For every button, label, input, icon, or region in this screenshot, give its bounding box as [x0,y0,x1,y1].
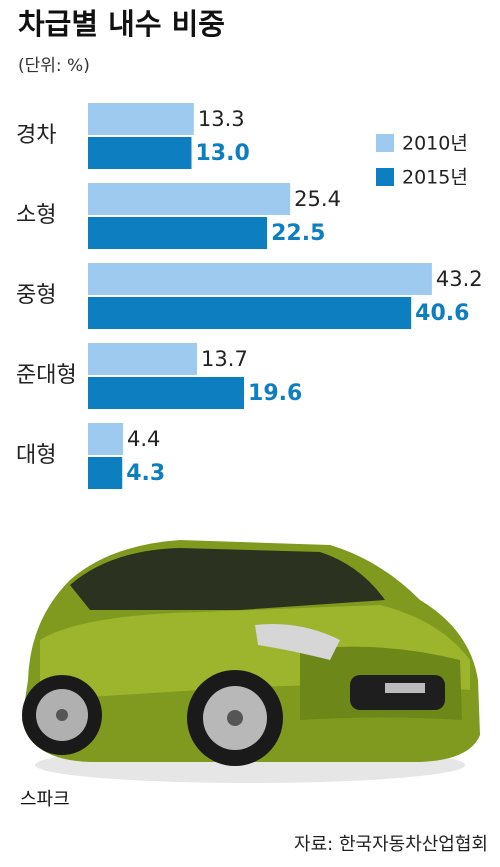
value-label: 40.6 [415,301,469,326]
legend-label: 2015년 [402,167,468,189]
bar [88,297,412,329]
value-label: 43.2 [436,267,483,291]
category-label: 준대형 [16,363,77,388]
value-label: 13.7 [201,347,248,371]
value-label: 19.6 [248,381,302,406]
category-label: 소형 [16,203,56,228]
legend-label: 2010년 [402,133,468,155]
category-label: 대형 [16,443,56,468]
car-illustration [22,540,480,783]
bar [88,343,198,375]
chart-subtitle: (단위: %) [18,56,90,76]
legend-swatch [376,168,394,186]
source-note: 자료: 한국자동차산업협회 [294,834,488,855]
value-label: 4.3 [126,461,165,486]
category-label: 경차 [16,123,56,148]
bar [88,423,124,455]
bar [88,103,194,135]
bar [88,183,291,215]
bar [88,263,432,295]
bar [88,457,123,489]
value-label: 22.5 [271,221,325,246]
legend-swatch [376,134,394,152]
image-caption: 스파크 [20,789,70,810]
value-label: 13.0 [195,141,249,166]
bar [88,217,268,249]
bar [88,137,192,169]
value-label: 4.4 [127,427,160,451]
bar [88,377,245,409]
chart-title: 차급별 내수 비중 [18,7,225,41]
value-label: 25.4 [294,187,341,211]
category-label: 중형 [16,283,56,308]
value-label: 13.3 [198,107,245,131]
